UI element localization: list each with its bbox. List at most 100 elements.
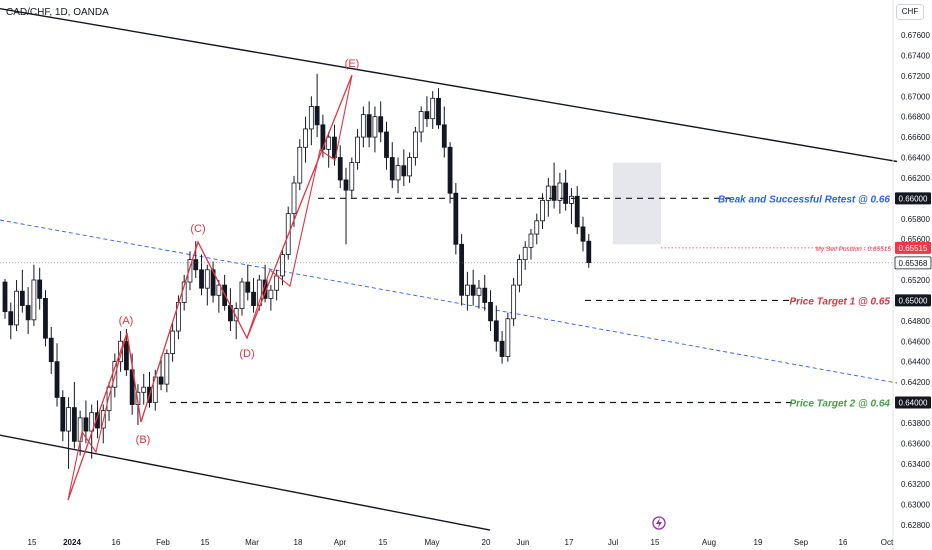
candle-down [389, 157, 395, 181]
candle-up [464, 284, 470, 296]
wave-line [67, 74, 353, 501]
candle-down [378, 116, 384, 133]
candle-up [66, 407, 71, 432]
candle-down [60, 396, 66, 432]
candle-down [563, 182, 569, 204]
candle-down [459, 243, 465, 296]
price-tick-label: 0.63800 [901, 419, 930, 428]
candle-down [482, 287, 488, 303]
time-tick-label: 15 [651, 538, 660, 547]
time-tick-label: 16 [839, 538, 848, 547]
upper-channel-line [0, 7, 898, 163]
candle-up [545, 185, 551, 201]
price-tick-label: 0.63400 [901, 460, 930, 469]
candle-down [343, 179, 349, 191]
candle-up [141, 386, 147, 393]
candle-down [436, 97, 441, 126]
time-tick-label: 15 [28, 538, 37, 547]
candle-up [326, 136, 332, 150]
time-tick-label: Feb [156, 538, 170, 547]
time-tick-label: 15 [201, 538, 210, 547]
candle-down [193, 259, 199, 271]
candle-up [239, 281, 245, 309]
candle-down [424, 111, 430, 120]
price-tick-label: 0.67600 [901, 31, 930, 40]
price-level-tag [895, 192, 931, 205]
wave-label: (D) [239, 348, 254, 360]
time-tick-label: 18 [294, 538, 303, 547]
candle-down [8, 311, 14, 326]
candle-up [303, 128, 308, 148]
price-tick-label: 0.65600 [901, 235, 930, 244]
price-level-tag-text: 0.64000 [899, 399, 928, 408]
last-price-tag [894, 256, 932, 270]
time-tick-label: Mar [245, 538, 259, 547]
candle-up [204, 269, 210, 289]
candle-up [14, 290, 19, 326]
price-tick-label: 0.63000 [901, 501, 930, 510]
candle-up [164, 353, 170, 385]
price-tick-label: 0.64200 [901, 378, 930, 387]
candle-up [187, 259, 193, 283]
lower-channel-line [0, 434, 491, 531]
candle-down [43, 297, 48, 339]
candle-down [470, 284, 476, 296]
candle-down [54, 361, 60, 398]
candle-down [19, 290, 25, 306]
candle-down [48, 337, 54, 363]
candle-up [476, 287, 482, 296]
price-level-tag [895, 294, 931, 307]
price-tick-label: 0.65200 [901, 276, 930, 285]
candle-up [407, 157, 413, 177]
sell-position-tag [895, 241, 931, 254]
candle-up [349, 162, 355, 191]
candle-up [569, 195, 574, 204]
candle-down [123, 340, 129, 371]
candle-down [37, 279, 43, 299]
time-tick-label: Apr [334, 538, 347, 547]
candle-down [401, 165, 407, 177]
candle-down [580, 226, 586, 242]
candle-down [2, 281, 8, 313]
price-tick-label: 0.64400 [901, 358, 930, 367]
candle-down [332, 136, 337, 158]
currency-button[interactable]: CHF [896, 4, 924, 20]
time-tick-label: Aug [702, 538, 716, 547]
price-tick-label: 0.67400 [901, 51, 930, 60]
lightning-icon [656, 518, 662, 528]
price-tick-label: 0.66400 [901, 154, 930, 163]
candle-down [337, 157, 343, 181]
price-level-annotation: Price Target 2 @ 0.64 [789, 399, 890, 410]
candle-up [557, 182, 563, 201]
price-level-tag-text: 0.66000 [899, 194, 928, 203]
wave-label: (B) [136, 434, 151, 446]
time-tick-label: 17 [565, 538, 574, 547]
candle-down [488, 302, 493, 322]
candle-up [216, 284, 222, 296]
price-level-annotation: Price Target 1 @ 0.65 [789, 296, 890, 307]
price-level-tag [895, 396, 931, 409]
time-tick-label: Sep [794, 538, 809, 547]
price-tick-label: 0.66200 [901, 174, 930, 183]
candle-down [441, 124, 447, 148]
candle-up [395, 165, 401, 181]
candle-up [280, 254, 285, 277]
price-tick-label: 0.67000 [901, 92, 930, 101]
time-tick-label: May [424, 538, 439, 547]
candle-up [372, 116, 378, 138]
sell-position-tag-text: 0.65515 [899, 244, 928, 253]
wave-subline-a [67, 332, 128, 501]
candle-up [291, 182, 297, 215]
candle-down [314, 106, 320, 126]
event-marker-icon [652, 516, 666, 530]
wave-subline-e [246, 74, 353, 339]
price-tick-label: 0.66800 [901, 113, 930, 122]
candle-up [360, 114, 366, 138]
candle-up [31, 279, 37, 321]
price-tick-label: 0.64600 [901, 337, 930, 346]
candle-down [71, 407, 77, 442]
candle-down [158, 376, 164, 385]
candle-up [522, 246, 528, 260]
candle-up [355, 136, 360, 164]
